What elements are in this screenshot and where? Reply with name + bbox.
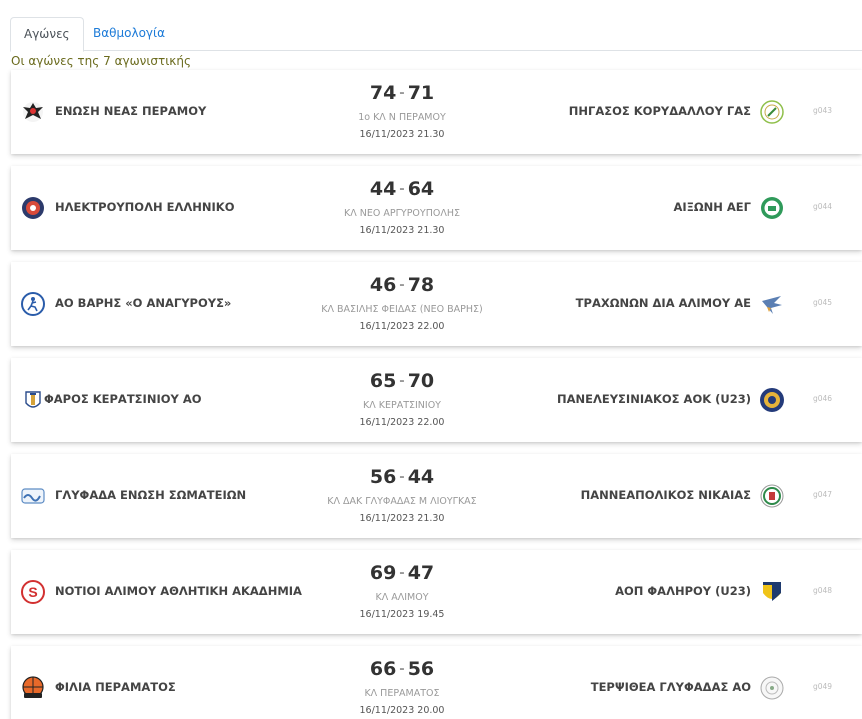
blue-runner-crest-icon [20,291,46,317]
home-team-name[interactable]: ΓΛΥΦΑΔΑ ΕΝΩΣΗ ΣΩΜΑΤΕΙΩΝ [55,488,247,502]
away-score: 47 [407,562,435,584]
match-card[interactable]: ΓΛΥΦΑΔΑ ΕΝΩΣΗ ΣΩΜΑΤΕΙΩΝ 56-44 ΚΛ ΔΑΚ ΓΛΥ… [11,454,862,538]
match-code: g043 [813,106,833,115]
match-card[interactable]: ΦΙΛΙΑ ΠΕΡΑΜΑΤΟΣ 66-56 ΚΛ ΠΕΡΑΜΑΤΟΣ 16/11… [11,646,862,719]
round-title: Οι αγώνες της 7 αγωνιστικής [11,54,191,68]
match-code: g047 [813,490,833,499]
venue: ΚΛ ΝΕΟ ΑΡΓΥΡΟΥΠΟΛΗΣ [344,208,460,219]
match-code: g045 [813,298,833,307]
green-red-crest-icon [759,483,785,509]
match-card[interactable]: ΑΟ ΒΑΡΗΣ «Ο ΑΝΑΓΥΡΟΥΣ» 46-78 ΚΛ ΒΑΣΙΛΗΣ … [11,262,862,346]
match-datetime: 16/11/2023 19.45 [359,609,445,620]
home-score: 44 [369,178,397,200]
home-score: 69 [369,562,397,584]
tab-bar: Αγώνες Βαθμολογία [10,17,862,52]
away-team-name[interactable]: ΑΟΠ ΦΑΛΗΡΟΥ (U23) [615,584,751,598]
home-team-name[interactable]: ΑΟ ΒΑΡΗΣ «Ο ΑΝΑΓΥΡΟΥΣ» [55,296,232,310]
away-score: 70 [407,370,435,392]
away-team-name[interactable]: ΠΑΝΝΕΑΠΟΛΙΚΟΣ ΝΙΚΑΙΑΣ [580,488,751,502]
home-team-name[interactable]: ΝΟΤΙΟΙ ΑΛΙΜΟΥ ΑΘΛΗΤΙΚΗ ΑΚΑΔΗΜΙΑ [55,584,302,598]
venue: ΚΛ ΚΕΡΑΤΣΙΝΙΟΥ [362,400,441,411]
match-card[interactable]: ΕΝΩΣΗ ΝΕΑΣ ΠΕΡΑΜΟΥ 74-71 1ο ΚΛ Ν ΠΕΡΑΜΟΥ… [11,70,862,154]
match-code: g049 [813,682,833,691]
home-score: 46 [369,274,397,296]
match-datetime: 16/11/2023 20.00 [359,705,445,716]
match-code: g048 [813,586,833,595]
venue: ΚΛ ΒΑΣΙΛΗΣ ΦΕΙΔΑΣ (ΝΕΟ ΒΑΡΗΣ) [321,304,483,315]
away-score: 78 [407,274,435,296]
blue-bird-crest-icon [759,291,785,317]
venue: ΚΛ ΔΑΚ ΓΛΥΦΑΔΑΣ Μ ΛΙΟΥΓΚΑΣ [327,496,477,507]
yellow-navy-shield-icon [759,579,785,605]
score: 69-47 [369,562,435,584]
away-score: 56 [407,658,435,680]
home-score: 74 [369,82,397,104]
score: 56-44 [369,466,435,488]
home-score: 56 [369,466,397,488]
away-team-name[interactable]: ΤΕΡΨΙΘΕΑ ΓΛΥΦΑΔΑΣ ΑΟ [590,680,751,694]
home-score: 66 [369,658,397,680]
black-eagle-crest-icon [20,99,46,125]
score: 44-64 [369,178,435,200]
grey-round-crest-icon [759,675,785,701]
tab-games[interactable]: Αγώνες [10,17,84,52]
match-card[interactable]: S ΝΟΤΙΟΙ ΑΛΙΜΟΥ ΑΘΛΗΤΙΚΗ ΑΚΑΔΗΜΙΑ 69-47 … [11,550,862,634]
home-team-name[interactable]: ΦΙΛΙΑ ΠΕΡΑΜΑΤΟΣ [55,680,176,694]
away-score: 64 [407,178,435,200]
score: 46-78 [369,274,435,296]
venue: ΚΛ ΑΛΙΜΟΥ [375,592,429,603]
away-score: 71 [407,82,435,104]
navy-red-crest-icon [20,195,46,221]
away-team-name[interactable]: ΠΗΓΑΣΟΣ ΚΟΡΥΔΑΛΛΟΥ ΓΑΣ [568,104,751,118]
green-round-crest-icon [759,195,785,221]
match-card[interactable]: ΗΛΕΚΤΡΟΥΠΟΛΗ ΕΛΛΗΝΙΚΟ 44-64 ΚΛ ΝΕΟ ΑΡΓΥΡ… [11,166,862,250]
match-datetime: 16/11/2023 22.00 [359,321,445,332]
orange-ball-crest-icon [20,675,46,701]
blue-wave-crest-icon [20,483,46,509]
venue: 1ο ΚΛ Ν ΠΕΡΑΜΟΥ [358,112,446,123]
home-team-name[interactable]: ΗΛΕΚΤΡΟΥΠΟΛΗ ΕΛΛΗΝΙΚΟ [55,200,235,214]
match-datetime: 16/11/2023 22.00 [359,417,445,428]
score: 65-70 [369,370,435,392]
home-team-name[interactable]: ΕΝΩΣΗ ΝΕΑΣ ΠΕΡΑΜΟΥ [55,104,207,118]
home-score: 65 [369,370,397,392]
match-datetime: 16/11/2023 21.30 [359,225,445,236]
match-card[interactable]: ΦΑΡΟΣ ΚΕΡΑΤΣΙΝΙΟΥ ΑΟ 65-70 ΚΛ ΚΕΡΑΤΣΙΝΙΟ… [11,358,862,442]
score: 74-71 [369,82,435,104]
match-datetime: 16/11/2023 21.30 [359,513,445,524]
match-code: g044 [813,202,833,211]
match-code: g046 [813,394,833,403]
match-datetime: 16/11/2023 21.30 [359,129,445,140]
venue: ΚΛ ΠΕΡΑΜΑΤΟΣ [364,688,440,699]
red-s-crest-icon: S [20,579,46,605]
green-emblem-icon [759,99,785,125]
away-team-name[interactable]: ΤΡΑΧΩΝΩΝ ΔΙΑ ΑΛΙΜΟΥ ΑΕ [575,296,751,310]
blue-gold-crest-icon [759,387,785,413]
lighthouse-crest-icon [20,387,46,413]
away-team-name[interactable]: ΑΙΞΩΝΗ ΑΕΓ [673,200,751,214]
away-score: 44 [407,466,435,488]
away-team-name[interactable]: ΠΑΝΕΛΕΥΣΙΝΙΑΚΟΣ ΑΟΚ (U23) [556,392,751,406]
tab-standings[interactable]: Βαθμολογία [93,26,165,40]
svg-text:S: S [28,584,37,600]
score: 66-56 [369,658,435,680]
home-team-name[interactable]: ΦΑΡΟΣ ΚΕΡΑΤΣΙΝΙΟΥ ΑΟ [44,392,202,406]
